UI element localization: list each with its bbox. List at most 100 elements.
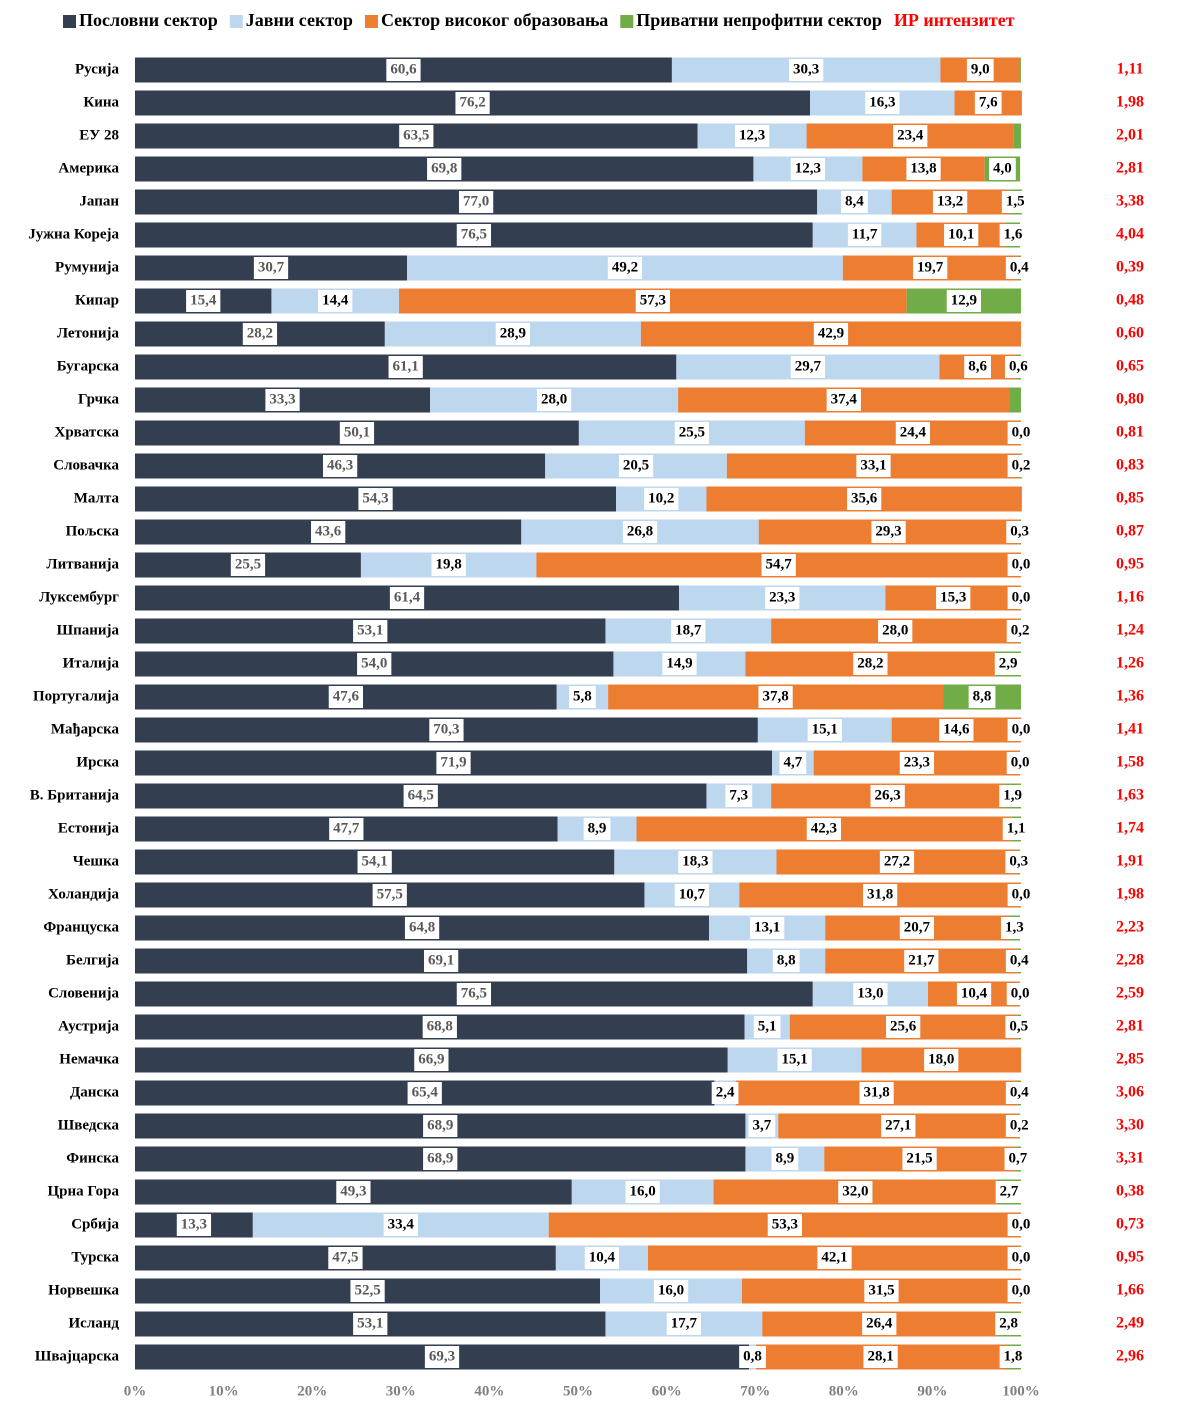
data-label-bg (569, 686, 596, 708)
data-label: 47,7 (333, 820, 360, 836)
data-label-bg (407, 1082, 442, 1104)
data-label-bg (765, 587, 800, 609)
data-label-bg (388, 356, 423, 378)
data-label: 1,3 (1005, 919, 1024, 935)
data-label: 54,1 (362, 853, 388, 869)
category-label: Америка (58, 160, 119, 176)
data-label: 20,5 (623, 457, 649, 473)
intensity-label: 1,41 (1116, 721, 1144, 738)
intensity-label: 3,06 (1116, 1084, 1144, 1101)
data-label-bg (583, 818, 611, 840)
data-label-bg (678, 851, 713, 873)
bar-segment (1013, 123, 1021, 149)
data-label-bg (386, 59, 421, 81)
data-label: 24,4 (900, 424, 927, 440)
data-label: 33,4 (388, 1216, 415, 1232)
x-tick-label: 50% (563, 1383, 593, 1399)
data-label: 13,2 (937, 193, 963, 209)
data-label: 69,1 (428, 952, 454, 968)
data-label-bg (989, 158, 1016, 180)
intensity-label: 1,11 (1116, 61, 1143, 78)
data-label-bg (790, 356, 826, 378)
category-label: Белгија (66, 952, 119, 968)
data-label-bg (423, 950, 459, 972)
intensity-label: 2,59 (1116, 985, 1144, 1002)
data-label-bg (932, 191, 968, 213)
data-label: 27,1 (885, 1117, 911, 1133)
data-label: 10,1 (948, 226, 974, 242)
data-label: 12,3 (795, 160, 821, 176)
data-label-bg (1007, 1214, 1035, 1236)
category-label: Аустрија (58, 1018, 119, 1034)
intensity-label: 1,16 (1116, 589, 1144, 606)
data-label-bg (899, 752, 935, 774)
data-label: 71,9 (440, 754, 466, 770)
data-label-bg (357, 653, 392, 675)
data-label-bg (999, 224, 1027, 246)
data-label-bg (1007, 884, 1035, 906)
category-label: Холандија (48, 886, 119, 902)
data-label-bg (779, 752, 807, 774)
data-label-bg (622, 521, 658, 543)
data-label-bg (662, 653, 697, 675)
data-label-bg (674, 884, 709, 906)
data-label-bg (862, 1313, 897, 1335)
category-label: ЕУ 28 (79, 127, 119, 143)
x-tick-label: 20% (297, 1383, 327, 1399)
legend-swatch (63, 15, 76, 28)
data-label-bg (431, 554, 466, 576)
data-label-bg (328, 1247, 363, 1269)
data-label-bg (711, 1082, 739, 1104)
data-label-bg (584, 1247, 620, 1269)
data-label: 8,9 (776, 1150, 795, 1166)
intensity-label: 2,01 (1116, 127, 1144, 144)
data-label-bg (674, 422, 709, 444)
legend-swatch (364, 15, 378, 28)
data-label-bg (748, 1115, 776, 1137)
data-label-bg (999, 1346, 1027, 1368)
data-label: 63,5 (403, 127, 429, 143)
data-label: 49,2 (612, 259, 638, 275)
data-label: 8,9 (588, 820, 607, 836)
data-label: 49,3 (340, 1183, 366, 1199)
data-label: 0,4 (1010, 259, 1029, 275)
data-label-bg (253, 257, 289, 279)
data-label: 0,0 (1011, 754, 1030, 770)
data-label-bg (838, 1181, 873, 1203)
intensity-label: 1,66 (1116, 1282, 1144, 1299)
data-label: 1,6 (1004, 226, 1023, 242)
data-label-bg (856, 455, 891, 477)
category-label: Јужна Кореја (28, 226, 119, 242)
data-label-bg (458, 191, 494, 213)
data-label: 28,2 (857, 655, 883, 671)
data-label-bg (789, 59, 824, 81)
category-label: Исланд (69, 1315, 120, 1331)
legend-swatch (229, 15, 243, 28)
data-label: 54,0 (361, 655, 387, 671)
data-label-bg (1007, 1280, 1035, 1302)
data-label-bg (265, 389, 300, 411)
data-label: 61,4 (394, 589, 421, 605)
data-label: 28,9 (500, 325, 526, 341)
data-label-bg (863, 884, 898, 906)
data-label: 57,3 (640, 292, 666, 308)
data-label: 15,3 (940, 589, 966, 605)
data-label-bg (853, 653, 888, 675)
data-label: 30,3 (793, 61, 819, 77)
data-label-bg (353, 620, 388, 642)
category-label: Данска (70, 1084, 120, 1100)
intensity-label: 1,98 (1116, 94, 1144, 111)
data-label: 54,7 (766, 556, 793, 572)
intensity-label: 1,91 (1116, 853, 1144, 870)
data-label-bg (1005, 257, 1033, 279)
data-label-bg (1005, 950, 1033, 972)
category-label: Турска (71, 1249, 119, 1265)
intensity-label: 2,23 (1116, 919, 1144, 936)
data-label: 0,7 (1009, 1150, 1028, 1166)
data-label: 65,4 (412, 1084, 439, 1100)
intensity-label: 0,87 (1116, 523, 1144, 540)
x-tick-label: 60% (652, 1383, 682, 1399)
data-label: 25,6 (890, 1018, 917, 1034)
intensity-label: 0,95 (1116, 556, 1144, 573)
data-label-bg (1007, 422, 1035, 444)
